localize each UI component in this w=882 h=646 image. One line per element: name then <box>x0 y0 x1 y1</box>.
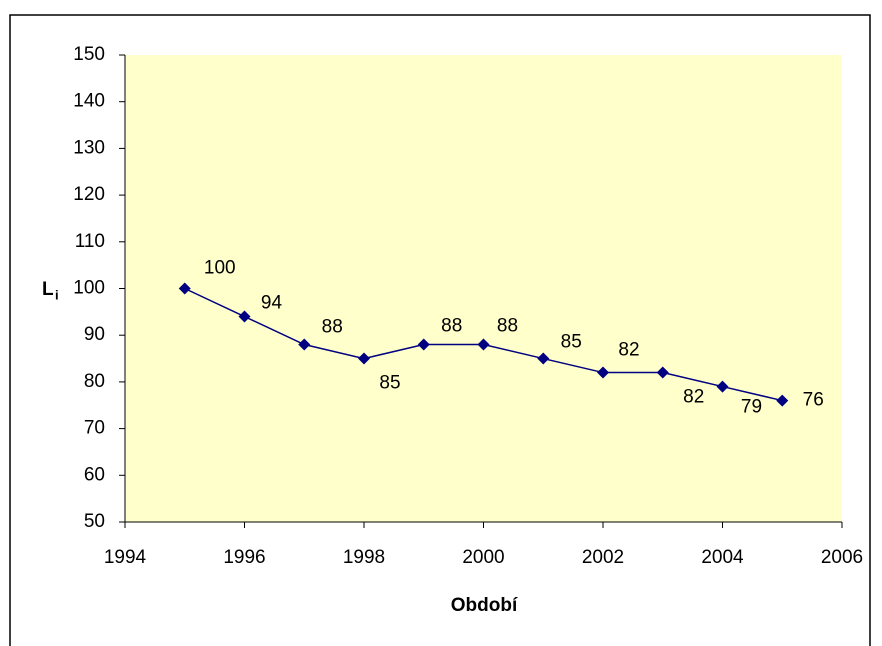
y-tick-label: 60 <box>84 464 105 485</box>
x-tick-label: 2002 <box>582 547 624 568</box>
data-point <box>417 338 430 351</box>
data-point <box>776 394 789 407</box>
y-tick-label: 120 <box>73 184 105 205</box>
data-label: 82 <box>683 387 704 408</box>
data-point <box>298 338 311 351</box>
y-tick-label: 110 <box>75 231 105 252</box>
y-tick-label: 130 <box>73 137 105 158</box>
chart-frame <box>9 14 871 646</box>
data-label: 88 <box>497 316 518 337</box>
data-label: 82 <box>618 340 639 361</box>
y-tick-label: 140 <box>73 91 105 112</box>
y-axis-title: L <box>42 279 54 300</box>
data-label: 88 <box>441 316 462 337</box>
data-point <box>597 366 609 379</box>
x-tick-label: 2000 <box>462 547 504 568</box>
data-point <box>178 282 191 295</box>
data-point <box>358 352 370 365</box>
data-label: 88 <box>322 317 343 338</box>
data-label: 79 <box>741 397 762 418</box>
y-tick-label: 90 <box>84 324 105 345</box>
data-label: 100 <box>204 258 236 279</box>
data-label: 76 <box>803 390 824 411</box>
x-tick-label: 1996 <box>223 547 265 568</box>
y-axis-title-subscript: i <box>55 287 59 302</box>
data-label: 85 <box>561 332 582 353</box>
x-axis-title: Období <box>451 595 518 616</box>
x-tick-label: 2006 <box>821 547 863 568</box>
data-label: 94 <box>261 293 283 314</box>
data-point <box>477 338 490 351</box>
data-point <box>537 352 550 365</box>
data-point <box>238 310 251 323</box>
data-point <box>716 380 729 393</box>
data-point <box>656 366 669 379</box>
y-tick-label: 100 <box>73 278 105 299</box>
data-label: 85 <box>379 373 400 394</box>
y-tick-label: 80 <box>84 371 105 392</box>
y-tick-label: 70 <box>84 418 105 439</box>
y-tick-label: 150 <box>73 44 105 65</box>
x-tick-label: 1998 <box>343 547 385 568</box>
plot-area <box>125 55 842 522</box>
x-tick-label: 2004 <box>701 547 744 568</box>
y-tick-label: 50 <box>84 511 105 532</box>
x-tick-label: 1994 <box>104 547 147 568</box>
